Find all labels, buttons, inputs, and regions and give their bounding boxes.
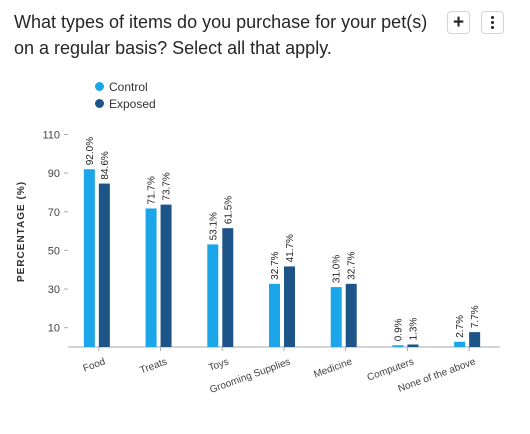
- bar-exposed[interactable]: [469, 332, 481, 347]
- y-tick-label: 110: [42, 129, 60, 141]
- y-tick-label: 90: [48, 168, 60, 180]
- x-category-label: Food: [82, 356, 107, 374]
- y-tick-label: 50: [48, 245, 60, 257]
- bar-control[interactable]: [83, 169, 95, 347]
- more-options-button[interactable]: [481, 11, 504, 34]
- legend-label-exposed: Exposed: [109, 96, 156, 111]
- y-tick-label: 10: [48, 323, 60, 335]
- data-label: 7.7%: [470, 305, 481, 328]
- y-tick-label: 70: [48, 207, 60, 219]
- bar-control[interactable]: [330, 287, 342, 347]
- legend-label-control: Control: [109, 79, 148, 94]
- chart-legend: Control Exposed: [95, 78, 156, 112]
- data-label: 53.1%: [208, 212, 219, 240]
- bar-control[interactable]: [269, 283, 280, 347]
- bar-exposed[interactable]: [222, 228, 234, 347]
- add-button[interactable]: +: [447, 11, 470, 34]
- data-label: 0.9%: [393, 318, 404, 341]
- question-title: What types of items do you purchase for …: [14, 12, 428, 58]
- data-label: 31.0%: [332, 255, 343, 283]
- x-category-label: Treats: [139, 356, 169, 376]
- data-label: 73.7%: [162, 172, 173, 200]
- bar-control[interactable]: [207, 244, 219, 347]
- bar-exposed[interactable]: [160, 204, 172, 347]
- x-category-label: Toys: [207, 356, 230, 373]
- bar-exposed[interactable]: [98, 183, 110, 347]
- data-label: 71.7%: [147, 176, 158, 204]
- data-label: 41.7%: [285, 234, 296, 262]
- data-label: 92.0%: [85, 137, 96, 165]
- y-axis-title: PERCENTAGE (%): [16, 181, 27, 282]
- bar-control[interactable]: [145, 208, 157, 347]
- legend-item-exposed[interactable]: Exposed: [95, 95, 156, 112]
- data-label: 32.7%: [270, 251, 281, 279]
- data-label: 61.5%: [223, 196, 234, 224]
- bar-control[interactable]: [392, 345, 404, 347]
- data-label: 2.7%: [455, 315, 466, 338]
- data-label: 84.6%: [100, 151, 111, 179]
- data-label: 1.3%: [408, 318, 419, 341]
- legend-swatch-exposed: [95, 99, 104, 108]
- bar-exposed[interactable]: [345, 283, 357, 347]
- x-category-label: Medicine: [312, 356, 354, 380]
- legend-item-control[interactable]: Control: [95, 78, 156, 95]
- y-tick-label: 30: [48, 284, 60, 296]
- data-label: 32.7%: [347, 251, 358, 279]
- bar-exposed[interactable]: [407, 344, 419, 347]
- bar-exposed[interactable]: [284, 266, 295, 347]
- more-vertical-icon: [491, 16, 494, 19]
- bar-control[interactable]: [454, 341, 466, 347]
- legend-swatch-control: [95, 82, 104, 91]
